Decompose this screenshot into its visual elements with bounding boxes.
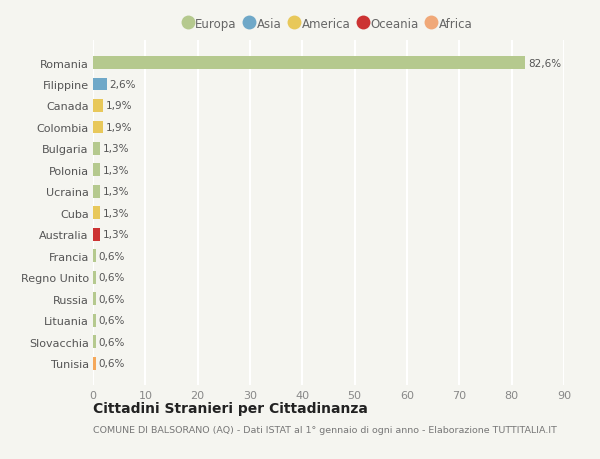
- Bar: [93, 78, 107, 91]
- Text: 2,6%: 2,6%: [109, 80, 136, 90]
- Bar: [93, 357, 96, 370]
- Bar: [93, 121, 103, 134]
- Bar: [93, 185, 100, 198]
- Bar: [93, 314, 96, 327]
- Text: 0,6%: 0,6%: [99, 252, 125, 261]
- Text: COMUNE DI BALSORANO (AQ) - Dati ISTAT al 1° gennaio di ogni anno - Elaborazione : COMUNE DI BALSORANO (AQ) - Dati ISTAT al…: [93, 425, 557, 434]
- Bar: [93, 293, 96, 306]
- Text: 1,3%: 1,3%: [103, 208, 129, 218]
- Bar: [93, 271, 96, 284]
- Bar: [93, 57, 525, 70]
- Bar: [93, 336, 96, 348]
- Text: 1,9%: 1,9%: [106, 123, 132, 133]
- Bar: [93, 250, 96, 263]
- Text: 0,6%: 0,6%: [99, 294, 125, 304]
- Text: 0,6%: 0,6%: [99, 273, 125, 283]
- Text: 1,3%: 1,3%: [103, 187, 129, 197]
- Bar: [93, 229, 100, 241]
- Bar: [93, 164, 100, 177]
- Text: Cittadini Stranieri per Cittadinanza: Cittadini Stranieri per Cittadinanza: [93, 402, 368, 415]
- Text: 1,3%: 1,3%: [103, 144, 129, 154]
- Bar: [93, 100, 103, 113]
- Text: 1,9%: 1,9%: [106, 101, 132, 111]
- Bar: [93, 143, 100, 156]
- Text: 0,6%: 0,6%: [99, 358, 125, 369]
- Legend: Europa, Asia, America, Oceania, Africa: Europa, Asia, America, Oceania, Africa: [180, 13, 477, 35]
- Text: 82,6%: 82,6%: [528, 58, 561, 68]
- Text: 1,3%: 1,3%: [103, 166, 129, 175]
- Bar: [93, 207, 100, 220]
- Text: 0,6%: 0,6%: [99, 337, 125, 347]
- Text: 1,3%: 1,3%: [103, 230, 129, 240]
- Text: 0,6%: 0,6%: [99, 316, 125, 325]
